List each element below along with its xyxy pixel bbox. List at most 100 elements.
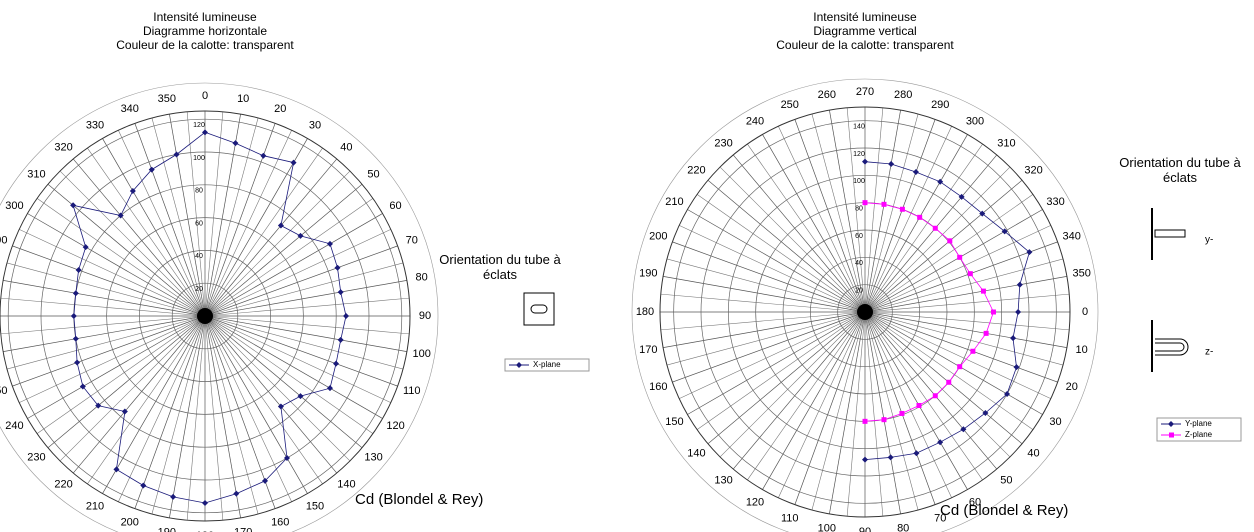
spoke — [864, 276, 1067, 313]
spoke — [846, 311, 866, 517]
marker — [1010, 335, 1017, 342]
spoke — [864, 225, 1051, 313]
marker — [95, 402, 102, 409]
marker — [260, 152, 267, 159]
theta-tick-label: 200 — [121, 517, 139, 529]
spoke — [829, 311, 866, 514]
r-tick-label: 80 — [855, 206, 863, 213]
marker — [129, 188, 136, 195]
spoke — [151, 315, 206, 515]
theta-tick-label: 310 — [997, 137, 1015, 149]
spoke — [204, 229, 391, 317]
icon-tube — [530, 304, 548, 314]
theta-tick-label: 230 — [27, 451, 45, 463]
spoke — [864, 311, 1011, 458]
marker — [862, 158, 868, 165]
marker — [1026, 249, 1033, 256]
grid-circle — [809, 256, 921, 368]
marker — [326, 385, 333, 392]
spoke — [186, 315, 206, 521]
spoke — [762, 134, 866, 313]
marker — [970, 348, 976, 354]
spoke — [27, 213, 206, 317]
marker — [932, 225, 938, 231]
theta-tick-label: 50 — [1000, 474, 1012, 486]
r-tick-label: 100 — [853, 178, 865, 185]
theta-tick-label: 180 — [636, 306, 654, 318]
spoke — [672, 311, 866, 383]
spoke — [6, 262, 206, 317]
theta-tick-label: 150 — [306, 500, 324, 512]
r-axis-label: Cd (Blondel & Rey) — [940, 502, 1068, 519]
theta-tick-label: 220 — [687, 164, 705, 176]
theta-tick-label: 230 — [714, 137, 732, 149]
marker — [983, 330, 989, 336]
spoke — [696, 194, 866, 313]
chart-title: Diagramme horizontale — [143, 24, 267, 38]
theta-tick-label: 130 — [364, 451, 382, 463]
spoke — [204, 170, 351, 317]
spoke — [204, 315, 323, 485]
marker — [888, 160, 895, 167]
marker — [75, 267, 82, 274]
spoke — [864, 166, 1011, 313]
spoke — [864, 311, 1043, 415]
spoke — [102, 315, 206, 494]
spoke — [204, 198, 374, 317]
spoke — [118, 315, 206, 502]
marker — [899, 410, 905, 416]
theta-tick-label: 150 — [665, 416, 683, 428]
spoke — [778, 126, 866, 313]
theta-tick-label: 90 — [419, 310, 431, 322]
marker — [932, 393, 938, 399]
theta-tick-label: 110 — [781, 513, 799, 525]
spoke — [204, 315, 292, 502]
spoke — [864, 311, 1058, 383]
spoke — [864, 311, 901, 514]
theta-tick-label: 290 — [931, 99, 949, 111]
marker — [343, 313, 350, 319]
spoke — [811, 311, 866, 511]
theta-tick-label: 100 — [412, 348, 430, 360]
marker — [1004, 391, 1011, 397]
spoke — [747, 143, 866, 313]
legend-box — [504, 358, 590, 372]
marker — [82, 244, 89, 251]
marker — [70, 202, 77, 209]
r-tick-label: 20 — [195, 286, 203, 293]
spoke — [732, 154, 866, 313]
spoke — [864, 311, 1067, 348]
spoke — [186, 111, 206, 317]
marker — [887, 454, 894, 461]
spoke — [864, 113, 919, 313]
r-tick-label: 80 — [195, 188, 203, 195]
theta-tick-label: 0 — [202, 90, 208, 102]
marker — [232, 140, 239, 147]
spoke — [204, 315, 374, 434]
marker — [1015, 309, 1022, 315]
spoke — [12, 245, 206, 317]
grid-circle — [139, 250, 271, 382]
spoke — [204, 111, 224, 317]
theta-tick-label: 250 — [781, 99, 799, 111]
grid-circle — [700, 147, 1030, 477]
theta-tick-label: 30 — [1049, 416, 1061, 428]
theta-tick-label: 40 — [340, 141, 352, 153]
spoke — [864, 110, 901, 313]
center — [857, 304, 873, 320]
spoke — [719, 311, 866, 458]
spoke — [864, 107, 884, 313]
theta-tick-label: 330 — [1046, 196, 1064, 208]
spoke — [204, 213, 383, 317]
theta-tick-label: 240 — [5, 420, 23, 432]
spoke — [72, 315, 206, 474]
marker — [277, 222, 284, 229]
spoke — [864, 143, 983, 313]
theta-tick-label: 60 — [389, 200, 401, 212]
theta-tick-label: 10 — [1076, 344, 1088, 356]
spoke — [36, 315, 206, 434]
spoke — [204, 280, 407, 317]
theta-tick-label: 250 — [0, 385, 7, 397]
